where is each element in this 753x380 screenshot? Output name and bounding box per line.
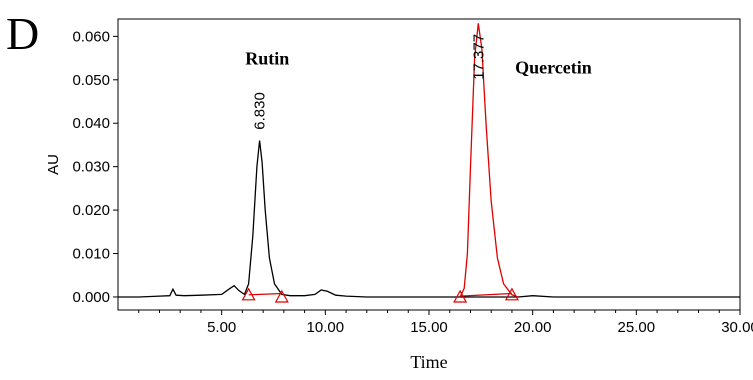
peak-marker-triangle bbox=[274, 289, 289, 303]
y-tick-label: 0.050 bbox=[72, 72, 110, 89]
x-tick-label: 15.00 bbox=[410, 319, 448, 336]
x-tick-label: 5.00 bbox=[207, 319, 236, 336]
x-tick-label: 25.00 bbox=[618, 319, 656, 336]
peak-marker-triangle bbox=[241, 287, 256, 301]
y-tick-label: 0.060 bbox=[72, 28, 110, 45]
y-tick-label: 0.020 bbox=[72, 202, 110, 219]
peak-marker-triangle bbox=[453, 289, 468, 303]
y-tick-label: 0.000 bbox=[72, 289, 110, 306]
y-tick-label: 0.010 bbox=[72, 246, 110, 263]
peak-name-label: Quercetin bbox=[515, 57, 592, 77]
y-tick-label: 0.040 bbox=[72, 115, 110, 132]
retention-time-label: 17.377 bbox=[470, 34, 487, 80]
panel-label: D bbox=[6, 8, 39, 59]
peak-marker-triangle bbox=[504, 287, 519, 301]
peak-baselines bbox=[248, 292, 512, 297]
retention-time-label: 6.830 bbox=[252, 92, 269, 130]
y-axis-title: AU bbox=[45, 154, 62, 175]
series-line-2 bbox=[459, 23, 519, 298]
y-tick-label: 0.030 bbox=[72, 159, 110, 176]
plot-area-frame bbox=[117, 18, 741, 311]
baseline-segment bbox=[460, 292, 512, 297]
series-line-1 bbox=[118, 140, 740, 298]
baseline-segment bbox=[248, 292, 282, 296]
x-axis-title: Time bbox=[410, 352, 447, 372]
x-tick-label: 30.00 bbox=[721, 319, 753, 336]
peak-annotations: Rutin 6.830 17.377 Quercetin bbox=[245, 34, 591, 130]
series-lines bbox=[118, 23, 740, 298]
integration-markers bbox=[241, 287, 519, 303]
peak-name-label: Rutin bbox=[245, 49, 289, 69]
axis-ticks: 0.000 0.010 0.020 0.030 0.040 0.050 0.060 5.00 1… bbox=[72, 28, 753, 336]
x-tick-label: 10.00 bbox=[307, 319, 345, 336]
x-tick-label: 20.00 bbox=[514, 319, 552, 336]
